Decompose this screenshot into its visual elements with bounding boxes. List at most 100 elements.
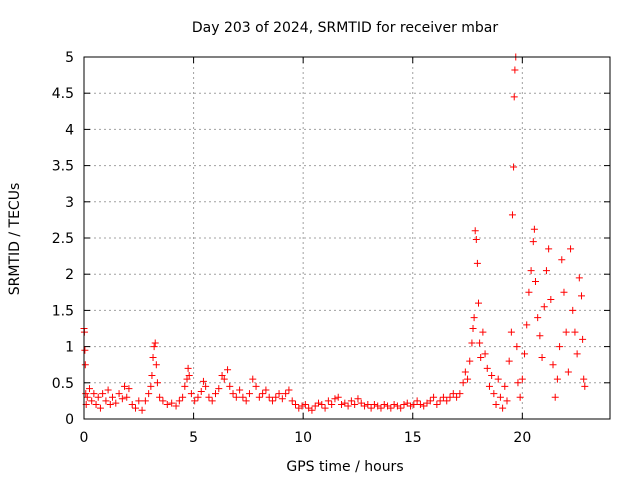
data-points [80, 53, 589, 414]
data-point [551, 393, 559, 401]
data-point [475, 299, 482, 307]
data-point [413, 397, 421, 405]
x-tick-label: 5 [189, 430, 198, 446]
data-point [476, 339, 484, 347]
data-point [94, 393, 102, 401]
data-point [278, 395, 286, 403]
data-point [347, 397, 355, 405]
data-point [496, 393, 504, 401]
data-point [92, 401, 100, 409]
data-point [488, 372, 496, 380]
data-point [145, 390, 153, 398]
data-point [215, 385, 223, 393]
data-point [220, 375, 228, 383]
data-point [149, 353, 157, 361]
data-point [503, 397, 511, 405]
data-point [472, 235, 480, 243]
data-point [481, 350, 489, 358]
data-point [580, 375, 588, 383]
data-point [301, 401, 309, 409]
data-point [318, 401, 326, 409]
data-point [540, 303, 548, 311]
data-point [527, 267, 535, 275]
data-point [239, 393, 247, 401]
data-point [194, 393, 202, 401]
data-point [449, 390, 457, 398]
data-point [461, 368, 469, 376]
data-point [558, 256, 566, 264]
data-point [508, 211, 516, 219]
data-point [529, 238, 537, 246]
data-point [153, 379, 161, 387]
data-point [191, 397, 199, 405]
data-point [510, 93, 518, 101]
data-point [245, 390, 253, 398]
data-point [268, 397, 276, 405]
data-point [226, 382, 234, 390]
data-point [387, 404, 395, 412]
data-point [291, 401, 299, 409]
data-point [400, 401, 408, 409]
y-tick-label: 4 [65, 122, 74, 138]
data-point [148, 372, 156, 380]
data-point [321, 404, 329, 412]
y-tick-label: 1.5 [52, 303, 74, 319]
data-point [514, 379, 522, 387]
data-point [90, 390, 98, 398]
data-point [212, 390, 219, 398]
data-point [81, 361, 89, 369]
data-point [232, 393, 240, 401]
y-tick-label: 3.5 [52, 159, 74, 175]
data-point [341, 399, 349, 407]
data-point [282, 390, 290, 398]
data-point [255, 393, 263, 401]
data-point [494, 375, 502, 383]
data-point [338, 401, 346, 409]
data-point [513, 343, 521, 351]
data-point [579, 335, 587, 343]
data-point [459, 379, 467, 387]
data-point [525, 288, 533, 296]
data-point [560, 288, 568, 296]
data-point [490, 390, 498, 398]
data-point [523, 321, 531, 329]
data-point [218, 372, 226, 380]
data-point [564, 368, 572, 376]
data-point [85, 385, 93, 393]
data-point [464, 375, 472, 383]
data-point [477, 353, 485, 361]
data-point [298, 402, 306, 410]
data-point [492, 401, 500, 409]
data-point [549, 361, 557, 369]
y-tick-label: 4.5 [52, 86, 74, 102]
y-axis-label: SRMTID / TECUs [7, 183, 23, 296]
data-point [242, 397, 250, 405]
data-point [208, 397, 216, 405]
data-point [344, 402, 352, 410]
data-point [367, 404, 375, 412]
data-point [128, 401, 136, 409]
data-point [380, 401, 388, 409]
data-point [81, 346, 89, 354]
data-point [205, 393, 213, 401]
data-point [88, 397, 96, 405]
data-point [308, 406, 316, 414]
data-point [249, 375, 257, 383]
data-point [562, 328, 570, 336]
data-point [132, 404, 140, 412]
data-point [150, 343, 158, 351]
x-tick-label: 0 [80, 430, 89, 446]
data-point [470, 314, 478, 322]
data-point [236, 386, 244, 394]
data-point [571, 328, 579, 336]
data-point [553, 375, 561, 383]
plot-frame [83, 56, 611, 420]
data-point [181, 382, 189, 390]
data-point [361, 402, 369, 410]
data-point [102, 397, 110, 405]
x-tick-label: 15 [404, 430, 422, 446]
data-point [547, 296, 555, 304]
data-point [501, 382, 509, 390]
data-point [573, 350, 581, 358]
